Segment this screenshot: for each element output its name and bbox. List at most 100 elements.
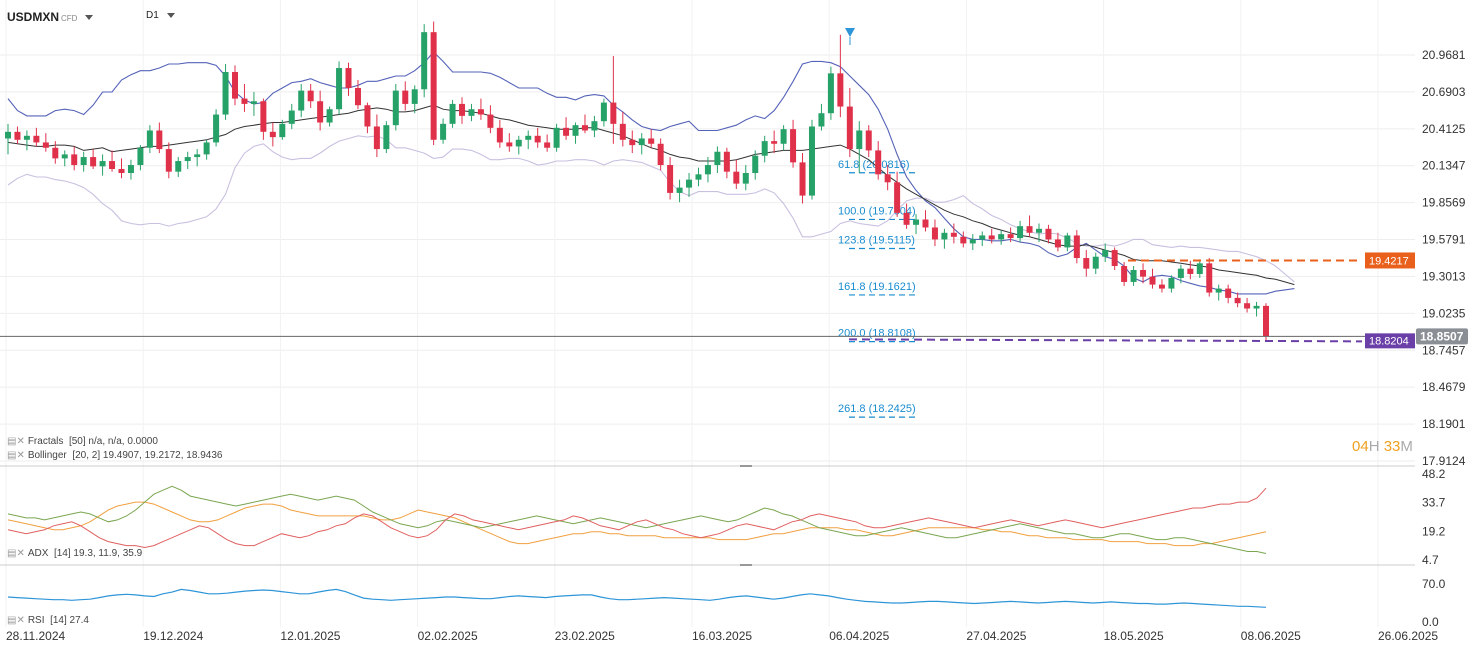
candle-body — [1158, 284, 1165, 289]
date-tick: 28.11.2024 — [6, 629, 65, 643]
indicator-label: RSI — [27, 615, 45, 626]
candle-body — [1054, 239, 1061, 248]
rsi-tick: 70.0 — [1422, 577, 1446, 591]
candle-body — [383, 125, 390, 150]
grid — [0, 0, 1415, 627]
candle-body — [998, 234, 1005, 240]
candle-body — [837, 73, 844, 107]
indicator-params: [50] n/a, n/a, 0.0000 — [68, 436, 158, 447]
candle-body — [1187, 268, 1194, 274]
indicator-label: ADX — [27, 548, 49, 559]
indicator-params: [14] 27.4 — [50, 615, 89, 626]
candle-body — [194, 154, 201, 158]
fib-label: 261.8 (18.2425) — [838, 403, 916, 415]
date-tick: 16.03.2025 — [692, 629, 752, 643]
candle-body — [23, 135, 30, 140]
candle-body — [440, 123, 447, 140]
candle-body — [373, 126, 380, 150]
candle-body — [1177, 268, 1184, 278]
candle-body — [222, 72, 229, 115]
indicator-bollinger[interactable]: ▤✕ Bollinger [20, 2] 19.4907, 19.2172, 18… — [7, 450, 222, 461]
candle-body — [714, 151, 721, 166]
candle-body — [695, 174, 702, 180]
menu-close-icon[interactable]: ▤✕ — [7, 548, 25, 559]
candle-body — [865, 130, 872, 151]
chevron-down-icon — [166, 12, 175, 18]
candle-body — [307, 90, 314, 102]
candle-body — [5, 131, 11, 139]
current-price-tag — [1416, 328, 1468, 345]
indicator-rsi[interactable]: ▤✕ RSI [14] 27.4 — [7, 615, 89, 626]
pane-dividers — [0, 465, 1415, 566]
candle-body — [392, 90, 399, 126]
candle-body — [127, 165, 134, 173]
timer-hours-unit: H — [1368, 438, 1380, 455]
candle-body — [213, 114, 220, 143]
candle-body — [354, 87, 361, 106]
candle-body — [241, 98, 248, 104]
candle-body — [752, 155, 759, 173]
candle-body — [563, 127, 570, 136]
candle-body — [71, 154, 78, 166]
timeframe-selector[interactable]: D1 — [146, 10, 175, 21]
price-tick: 19.0235 — [1422, 306, 1466, 320]
candle-body — [969, 239, 976, 244]
menu-close-icon[interactable]: ▤✕ — [7, 436, 25, 447]
candle-body — [364, 105, 371, 127]
candle-body — [629, 139, 636, 146]
candle-body — [52, 147, 59, 159]
indicator-fractals[interactable]: ▤✕ Fractals [50] n/a, n/a, 0.0000 — [7, 436, 158, 447]
menu-close-icon[interactable]: ▤✕ — [7, 450, 25, 461]
fib-label: 161.8 (19.1621) — [838, 281, 916, 293]
candle-body — [941, 232, 948, 240]
fractal-arrow-icon — [845, 28, 855, 37]
candle-body — [232, 72, 239, 99]
candle-body — [1130, 269, 1137, 282]
indicator-adx[interactable]: ▤✕ ADX [14] 19.3, 11.9, 35.9 — [7, 548, 142, 559]
price-tick: 20.4125 — [1422, 122, 1466, 136]
candle-body — [846, 106, 853, 150]
candle-body — [496, 127, 503, 143]
candle-body — [1140, 269, 1147, 277]
candle-body — [591, 121, 598, 131]
date-tick: 27.04.2025 — [966, 629, 1026, 643]
candle-body — [790, 129, 797, 163]
candle-body — [676, 187, 683, 193]
di-plus-line — [7, 485, 1267, 554]
candle-body — [1083, 258, 1090, 269]
indicator-params: [20, 2] 19.4907, 19.2172, 18.9436 — [72, 450, 223, 461]
price-overlays: 18.8507 19.4217 18.8204 — [0, 28, 1468, 349]
candle-body — [648, 138, 655, 144]
candle-body — [818, 113, 825, 127]
candle-body — [723, 151, 730, 172]
candle-body — [14, 131, 21, 140]
candle-body — [468, 109, 475, 116]
adx-tick: 48.2 — [1422, 467, 1446, 481]
candle-body — [430, 32, 437, 140]
symbol-selector[interactable]: USDMXN CFD — [7, 10, 94, 24]
candle-body — [345, 68, 352, 88]
candle-body — [487, 114, 494, 128]
candle-body — [1073, 235, 1080, 259]
candle-body — [950, 232, 957, 237]
candle-body — [525, 135, 532, 140]
candle-body — [960, 236, 967, 244]
candle-body — [42, 142, 49, 148]
candle-body — [421, 32, 428, 90]
candle-body — [1263, 305, 1269, 337]
date-tick: 19.12.2024 — [143, 629, 203, 643]
candle-body — [184, 157, 191, 162]
candle-body — [109, 161, 116, 170]
candle-countdown: 04H 33M — [1352, 438, 1413, 455]
menu-close-icon[interactable]: ▤✕ — [7, 615, 25, 626]
candle-body — [610, 102, 617, 124]
candle-body — [761, 141, 768, 156]
candle-body — [799, 162, 806, 196]
candle-body — [553, 127, 560, 148]
timer-minutes: 33 — [1383, 438, 1401, 455]
candle-body — [733, 171, 740, 184]
price-axis: 20.9681 20.6903 20.4125 20.1347 19.8569 19.57… — [1422, 48, 1466, 468]
resistance-value: 19.4217 — [1369, 255, 1409, 267]
candle-body — [250, 101, 257, 104]
